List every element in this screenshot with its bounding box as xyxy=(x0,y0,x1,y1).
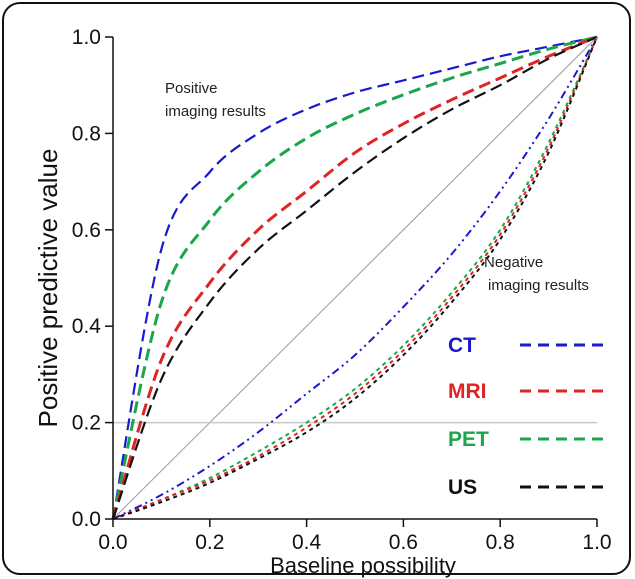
ticks: 0.0 0.2 0.4 0.6 0.8 1.0 0.0 0.2 0.4 0.6 0.8 1.0 xyxy=(72,26,612,554)
x-axis-label: Baseline possibility xyxy=(270,553,456,578)
reference-diagonal-line xyxy=(112,36,598,520)
series-line-pet-negative xyxy=(112,36,598,520)
series-line-ct-positive xyxy=(111,35,598,520)
y-tick-label: 0.8 xyxy=(72,122,101,145)
series-line-us-positive xyxy=(111,35,598,520)
annotation-negative-line-2: imaging results xyxy=(488,277,589,294)
annotation-positive-line-2: imaging results xyxy=(165,103,266,120)
legend-label-mri: MRI xyxy=(448,380,487,403)
series-line-mri-positive xyxy=(111,35,598,520)
reference-lines xyxy=(112,36,598,520)
y-tick-label: 1.0 xyxy=(72,26,101,49)
series-line-pet-positive xyxy=(111,35,598,520)
legend-label-us: US xyxy=(448,476,477,499)
legend-label-pet: PET xyxy=(448,428,489,451)
x-tick-label: 0.4 xyxy=(292,531,322,554)
annotation-negative-line-1: Negative xyxy=(484,254,543,271)
x-tick-label: 0.8 xyxy=(486,531,515,554)
axes xyxy=(112,37,597,520)
series-line-us-negative xyxy=(112,36,598,520)
legend-label-ct: CT xyxy=(448,334,476,357)
y-tick-label: 0.4 xyxy=(72,315,102,338)
y-tick-label: 0.0 xyxy=(72,508,101,531)
x-tick-label: 0.2 xyxy=(195,531,224,554)
y-tick-label: 0.2 xyxy=(72,412,101,435)
series-line-mri-negative xyxy=(112,36,598,520)
y-axis-label: Positive predictive value xyxy=(33,149,63,428)
y-tick-label: 0.6 xyxy=(72,219,101,242)
x-tick-label: 0.6 xyxy=(389,531,418,554)
series-layer xyxy=(111,35,598,520)
legend: CT MRI PET US xyxy=(448,334,606,499)
annotation-positive-line-1: Positive xyxy=(165,80,218,97)
series-line-ct-negative xyxy=(112,36,598,520)
x-tick-label: 1.0 xyxy=(582,531,611,554)
x-tick-label: 0.0 xyxy=(98,531,127,554)
